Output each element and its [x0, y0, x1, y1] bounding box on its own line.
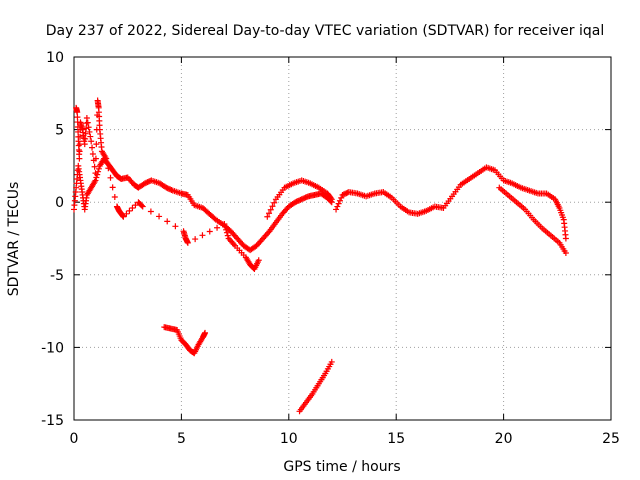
y-tick-label: -15	[41, 413, 64, 429]
data-point	[562, 250, 569, 257]
data-point	[264, 213, 271, 220]
data-point	[77, 133, 84, 140]
data-point	[92, 177, 99, 184]
x-tick-label: 20	[495, 431, 513, 447]
data-point	[95, 165, 102, 172]
data-point	[202, 329, 209, 336]
data-point	[333, 206, 340, 213]
data-point	[221, 220, 228, 227]
data-point	[84, 119, 91, 126]
chart-title: Day 237 of 2022, Sidereal Day-to-day VTE…	[46, 23, 604, 39]
data-point	[206, 228, 213, 235]
data-point	[105, 165, 112, 172]
data-point	[139, 203, 146, 210]
data-point	[562, 235, 569, 242]
data-point	[103, 155, 110, 162]
data-point	[267, 206, 274, 213]
x-tick-label: 0	[70, 431, 79, 447]
y-axis-label: SDTVAR / TECUs	[6, 182, 22, 297]
data-point	[156, 213, 163, 220]
series-main	[71, 155, 335, 254]
data-point	[192, 236, 199, 243]
data-point	[199, 232, 206, 239]
data-point	[335, 200, 342, 207]
x-tick-label: 10	[280, 431, 298, 447]
data-point	[334, 203, 341, 210]
data-point	[271, 199, 278, 206]
data-point	[92, 170, 99, 177]
data-point	[123, 210, 130, 217]
data-point	[269, 203, 276, 210]
data-point	[211, 215, 218, 222]
data-point	[126, 207, 133, 214]
series-later	[333, 164, 569, 242]
y-tick-label: -5	[50, 268, 64, 284]
series-spikes	[73, 97, 262, 272]
data-point	[120, 213, 127, 220]
data-point	[132, 202, 139, 209]
x-tick-label: 5	[177, 431, 186, 447]
data-point	[111, 193, 118, 200]
data-point	[82, 130, 89, 137]
data-point	[81, 141, 88, 148]
data-point	[328, 358, 335, 365]
data-point	[328, 196, 335, 203]
data-point	[86, 128, 93, 135]
data-point	[93, 141, 100, 148]
x-axis-label: GPS time / hours	[283, 459, 400, 475]
grid	[74, 57, 611, 420]
data-point	[147, 208, 154, 215]
data-point	[93, 174, 100, 181]
data-point	[129, 205, 136, 212]
data-point	[338, 194, 345, 201]
plot-frame	[73, 56, 612, 421]
data-point	[336, 197, 343, 204]
data-point	[223, 226, 230, 233]
data-point	[172, 223, 179, 230]
series-arc-upper	[264, 177, 335, 220]
y-tick-label: 5	[55, 123, 64, 139]
axis-ticks: 0 5 10 15 20 25 10 5 0 -5 -10 -15	[41, 50, 620, 447]
data-point	[76, 148, 83, 155]
data-point	[82, 135, 89, 142]
x-tick-label: 15	[387, 431, 405, 447]
series-lower-branch	[496, 184, 569, 257]
data-point	[164, 218, 171, 225]
data-point	[92, 155, 99, 162]
y-tick-label: -10	[41, 340, 64, 356]
data-point	[138, 202, 145, 209]
data-point	[224, 232, 231, 239]
data-point	[76, 155, 83, 162]
data-point	[109, 184, 116, 191]
y-tick-label: 0	[55, 195, 64, 211]
data-point	[88, 138, 95, 145]
data-point	[223, 229, 230, 236]
data-point	[85, 124, 92, 131]
data-point	[255, 257, 262, 264]
data-point	[87, 133, 94, 140]
data-point	[107, 174, 114, 181]
data-point	[266, 210, 273, 217]
data-points	[71, 97, 569, 415]
data-point	[91, 163, 98, 170]
data-point	[184, 239, 191, 246]
data-point	[214, 224, 221, 231]
data-point	[327, 195, 334, 202]
series-cluster-mid	[161, 324, 209, 357]
data-point	[89, 150, 96, 157]
series-cluster-low	[296, 358, 335, 415]
x-tick-label: 25	[602, 431, 620, 447]
y-tick-label: 10	[46, 50, 64, 66]
data-point	[83, 114, 90, 121]
data-point	[89, 144, 96, 151]
data-point	[222, 223, 229, 230]
